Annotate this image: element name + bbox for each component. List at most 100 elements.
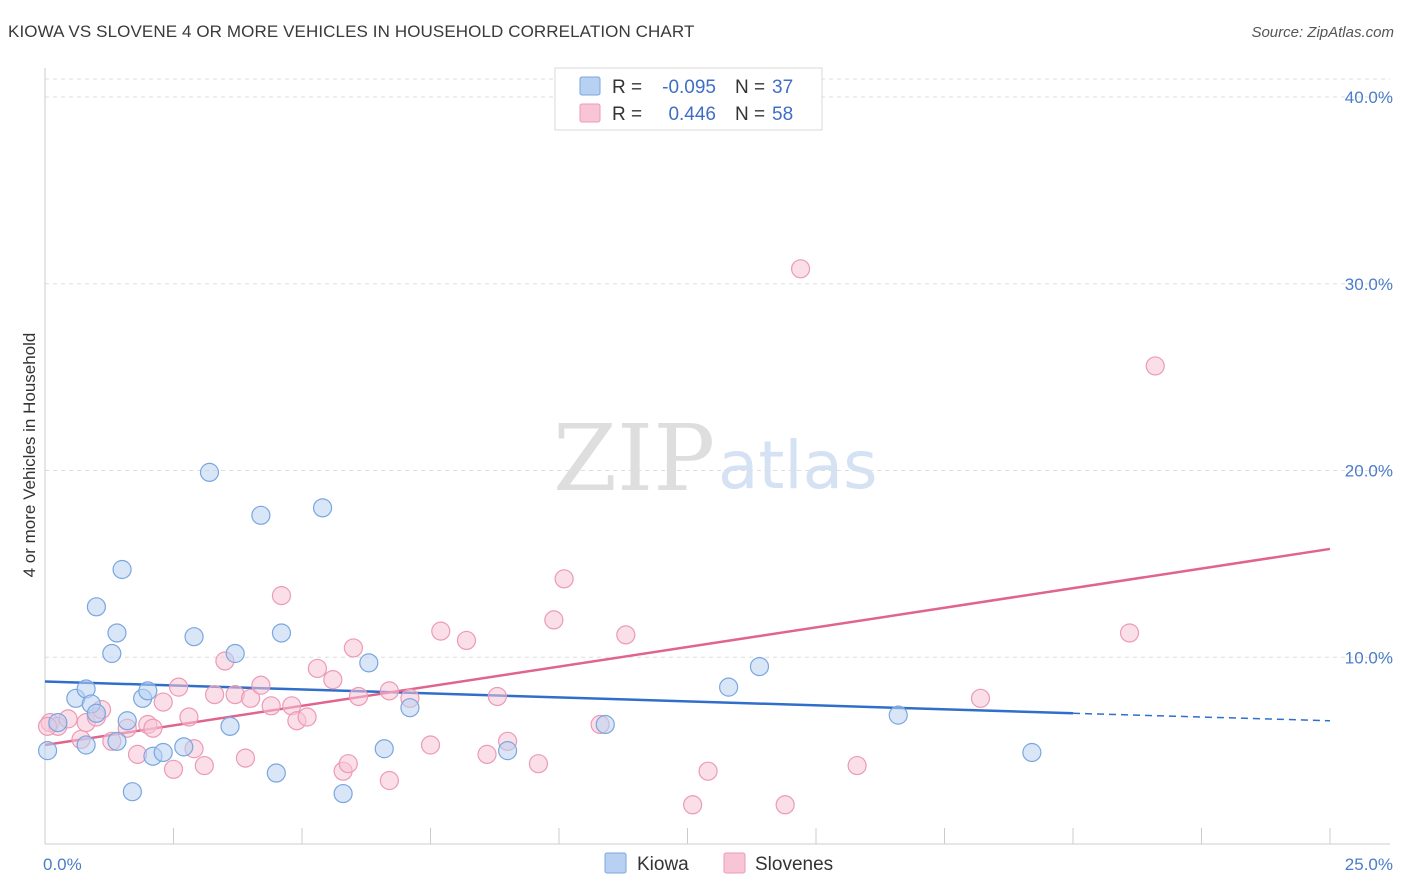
slovenes-point (379, 681, 399, 701)
slovenes-point (379, 770, 399, 791)
bottom-legend-slovenes-label: Slovenes (755, 854, 833, 875)
slovenes-point (307, 658, 328, 679)
slovenes-point (847, 755, 867, 776)
slovenes-point (143, 718, 163, 738)
y-tick-label-20: 20.0% (1345, 462, 1393, 481)
legend-kiowa-r-label: R = (612, 77, 642, 98)
slovenes-point (153, 692, 173, 712)
y-tick-label-30: 30.0% (1345, 275, 1393, 294)
kiowa-point (107, 623, 127, 643)
legend-kiowa-r-value: -0.095 (662, 77, 716, 98)
slovenes-trend-line (44, 547, 1331, 747)
kiowa-point (112, 559, 132, 580)
kiowa-point (333, 783, 353, 804)
slovenes-point (205, 684, 225, 705)
kiowa-point (359, 653, 379, 673)
chart-title: KIOWA VS SLOVENE 4 OR MORE VEHICLES IN H… (8, 22, 695, 41)
legend-slovenes-n-label: N = (735, 104, 765, 125)
slovenes-point (775, 795, 795, 815)
source-label: Source: ZipAtlas.com (1251, 24, 1394, 41)
kiowa-point (312, 498, 333, 518)
slovenes-point (235, 748, 256, 768)
kiowa-point (86, 597, 107, 617)
kiowa-point (86, 703, 107, 723)
slovenes-point (251, 675, 271, 695)
slovenes-point (297, 707, 317, 727)
slovenes-point (179, 707, 199, 727)
kiowa-point (184, 627, 204, 647)
slovenes-point (1119, 623, 1140, 643)
kiowa-point (122, 782, 142, 802)
kiowa-point (220, 716, 240, 736)
kiowa-trend-extension (1072, 712, 1331, 722)
legend-slovenes-n-value: 58 (772, 104, 793, 125)
kiowa-point (153, 742, 173, 763)
kiowa-point (138, 681, 158, 701)
x-tick-label-max: 25.0% (1345, 855, 1393, 874)
correlation-legend: R = -0.095 N = 37 R = 0.446 N = 58 (554, 67, 823, 131)
kiowa-point (199, 462, 220, 482)
y-tick-label-10: 10.0% (1345, 648, 1393, 667)
kiowa-point (400, 698, 420, 718)
kiowa-point (498, 741, 518, 761)
slovenes-point (431, 621, 451, 641)
kiowa-point (102, 643, 122, 664)
slovenes-point (323, 670, 343, 690)
kiowa-point (888, 705, 908, 725)
legend-kiowa-n-value: 37 (772, 77, 793, 98)
slovenes-point (343, 638, 363, 658)
slovenes-point (544, 610, 564, 630)
slovenes-point (241, 688, 261, 708)
slovenes-point (163, 759, 184, 779)
x-tick-labels: 0.0% 25.0% (43, 855, 1393, 874)
watermark: ZIP atlas (553, 405, 878, 512)
slovenes-point (194, 755, 214, 776)
kiowa-point (266, 763, 286, 783)
slovenes-point (477, 744, 497, 764)
legend-slovenes-r-value: 0.446 (668, 104, 716, 125)
legend-kiowa-swatch (579, 76, 601, 96)
slovenes-point (487, 686, 507, 707)
bottom-legend-slovenes-swatch (723, 852, 746, 874)
bottom-legend-kiowa-swatch (604, 852, 627, 874)
kiowa-point (595, 714, 615, 735)
legend-slovenes-r-label: R = (612, 104, 642, 125)
bottom-legend-kiowa-label: Kiowa (637, 854, 689, 875)
kiowa-point (225, 643, 245, 664)
series-legend: Kiowa Slovenes (604, 852, 833, 875)
kiowa-point (251, 505, 271, 525)
kiowa-point (117, 711, 137, 731)
y-tick-labels: 10.0% 20.0% 30.0% 40.0% (1345, 88, 1393, 667)
y-axis-label: 4 or more Vehicles in Household (20, 333, 39, 578)
slovenes-point (970, 688, 991, 708)
slovenes-point (271, 586, 292, 606)
kiowa-point (719, 677, 739, 697)
slovenes-point (338, 754, 358, 774)
slovenes-point (1145, 356, 1165, 376)
slovenes-point (261, 696, 281, 716)
kiowa-point (174, 737, 194, 757)
kiowa-point (1022, 742, 1042, 763)
kiowa-point (107, 731, 127, 751)
kiowa-point (48, 713, 68, 733)
kiowa-point (76, 735, 96, 755)
kiowa-point (37, 741, 58, 761)
slovenes-point (420, 735, 441, 755)
slovenes-point (528, 754, 549, 774)
slovenes-point (698, 761, 718, 781)
legend-kiowa-n-label: N = (735, 77, 765, 98)
y-tick-label-40: 40.0% (1345, 88, 1393, 107)
kiowa-trend-line (44, 680, 1074, 715)
slovenes-point (169, 677, 189, 697)
kiowa-point (749, 656, 770, 677)
watermark-atlas: atlas (718, 427, 878, 504)
slovenes-point (456, 630, 477, 651)
watermark-zip: ZIP (553, 405, 715, 512)
x-tick-label-min: 0.0% (43, 855, 82, 874)
slovenes-point (554, 569, 574, 589)
slovenes-point (683, 795, 703, 815)
slovenes-point (790, 259, 811, 279)
slovenes-point (616, 625, 636, 645)
kiowa-point (271, 623, 292, 643)
